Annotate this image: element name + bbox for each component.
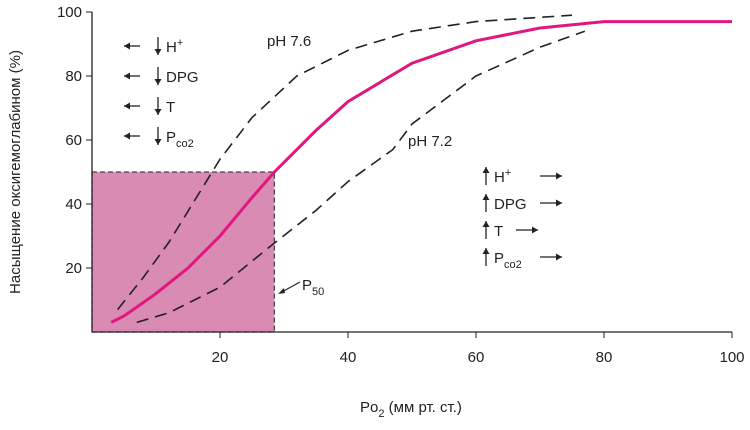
right-factor-sub: co2 — [504, 259, 522, 271]
arrowhead — [556, 199, 562, 207]
y-tick-label: 80 — [65, 68, 82, 85]
y-tick-label: 40 — [65, 196, 82, 213]
left-factor: DPG — [166, 69, 199, 86]
right-factor: Pco2 — [494, 250, 522, 271]
left-factor: H+ — [166, 37, 183, 56]
x-tick-label: 60 — [468, 349, 485, 366]
curve-label: pH 7.6 — [267, 33, 311, 50]
left-factor: Pco2 — [166, 129, 194, 150]
x-axis-label: Po2 (мм рт. ст.) — [360, 399, 462, 420]
right-factor-base: H — [494, 169, 505, 186]
arrowhead — [124, 42, 130, 50]
x-tick-label: 100 — [719, 349, 744, 366]
p50-label-sub: 50 — [312, 286, 324, 298]
right-factor-base: P — [494, 250, 504, 267]
arrowhead — [482, 221, 490, 227]
arrowhead — [482, 248, 490, 254]
p50-label-base: P — [302, 277, 312, 294]
dashed-curve — [116, 14, 573, 311]
x-axis-label-sub: 2 — [378, 408, 384, 420]
arrowhead — [278, 288, 285, 294]
y-tick-label: 20 — [65, 260, 82, 277]
right-factor: T — [494, 223, 503, 240]
dashed-curve — [136, 30, 586, 324]
left-factor-sub: co2 — [176, 138, 194, 150]
x-tick-label: 40 — [340, 349, 357, 366]
left-factor-base: T — [166, 99, 175, 116]
arrowhead — [124, 132, 130, 140]
arrowhead — [482, 194, 490, 200]
right-factor: DPG — [494, 196, 527, 213]
curve-label: pH 7.2 — [408, 133, 452, 150]
p50-label: P50 — [302, 277, 324, 298]
arrowhead — [482, 167, 490, 173]
arrowhead — [154, 79, 162, 85]
x-axis-label-base: Po — [360, 399, 378, 416]
left-factor-base: H — [166, 39, 177, 56]
left-factor-sup: + — [177, 37, 183, 49]
main-curve — [110, 20, 732, 324]
arrowhead — [532, 226, 538, 234]
right-factor-sup: + — [505, 167, 511, 179]
right-factor: H+ — [494, 167, 511, 186]
x-tick-label: 20 — [212, 349, 229, 366]
left-factor-base: P — [166, 129, 176, 146]
x-tick-label: 80 — [596, 349, 613, 366]
x-axis-label-rest: (мм рт. ст.) — [384, 399, 461, 416]
arrowhead — [154, 139, 162, 145]
y-axis-label: Насыщение оксигемоглабином (%) — [7, 50, 24, 294]
left-factor: T — [166, 99, 175, 116]
y-tick-label: 60 — [65, 132, 82, 149]
arrowhead — [556, 253, 562, 261]
arrowhead — [154, 109, 162, 115]
arrowhead — [124, 72, 130, 80]
left-factor-base: DPG — [166, 69, 199, 86]
arrowhead — [124, 102, 130, 110]
y-tick-label: 100 — [57, 4, 82, 21]
right-factor-base: T — [494, 223, 503, 240]
arrowhead — [154, 49, 162, 55]
arrowhead — [556, 172, 562, 180]
right-factor-base: DPG — [494, 196, 527, 213]
